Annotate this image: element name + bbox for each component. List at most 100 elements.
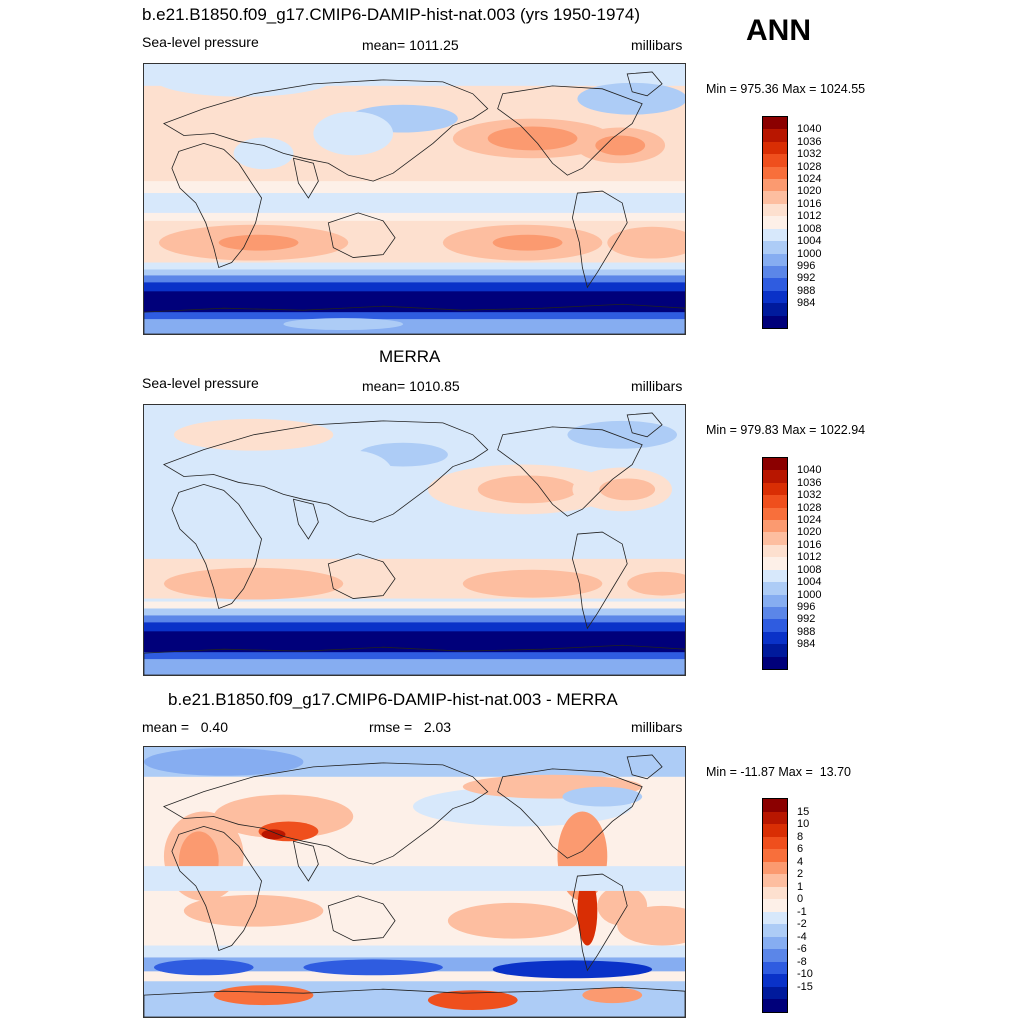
coastline — [497, 768, 643, 859]
panel3-rmse-label: rmse = 2.03 — [369, 719, 452, 735]
colorbar-tick-label: 1016 — [797, 197, 822, 210]
coastline — [292, 157, 319, 199]
colorbar-tick-label: 15 — [797, 805, 810, 818]
panel2-map — [143, 404, 686, 676]
contour-fill — [617, 905, 685, 946]
contour-fill — [144, 622, 685, 633]
coastline — [144, 644, 685, 675]
panel2-title: MERRA — [379, 347, 441, 366]
colorbar-tick-label: 984 — [797, 638, 816, 651]
colorbar-swatch — [763, 470, 787, 484]
season-label: ANN — [746, 14, 811, 47]
contour-fill — [303, 959, 443, 976]
coastline — [292, 498, 319, 540]
coastline — [327, 895, 396, 941]
colorbar-tick-label: 1004 — [797, 235, 822, 248]
contour-fill — [313, 450, 394, 499]
panel2-minmax: Min = 979.83 Max = 1022.94 — [706, 423, 866, 437]
contour-fill — [153, 64, 334, 97]
colorbar-swatch — [763, 961, 787, 975]
contour-fill — [233, 137, 294, 170]
coastline — [163, 420, 489, 523]
colorbar-swatch — [763, 154, 787, 168]
panel1-map — [143, 63, 686, 335]
colorbar-tick-label: 1016 — [797, 538, 822, 551]
colorbar-swatch — [763, 278, 787, 292]
coastline — [163, 762, 489, 865]
colorbar-tick-label: 1008 — [797, 222, 822, 235]
contour-fill — [144, 601, 685, 612]
colorbar-tick-label: 1020 — [797, 526, 822, 539]
colorbar-swatch — [763, 886, 787, 900]
colorbar-tick-label: 2 — [797, 868, 804, 881]
colorbar-tick-label: 1040 — [797, 123, 822, 136]
colorbar-swatch — [763, 495, 787, 509]
colorbar-swatch — [763, 874, 787, 888]
coastline — [626, 412, 663, 438]
contour-fill — [144, 631, 685, 654]
colorbar-swatch — [763, 582, 787, 596]
colorbar-swatch — [763, 141, 787, 155]
contour-fill — [462, 569, 603, 598]
colorbar-tick-label: -6 — [797, 943, 807, 956]
contour-fill — [144, 945, 685, 958]
colorbar-swatch — [763, 458, 787, 471]
contour-fill — [163, 567, 344, 600]
colorbar-swatch — [763, 532, 787, 546]
contour-fill — [213, 794, 354, 839]
contour-fill — [313, 111, 394, 156]
colorbar-tick-label: 992 — [797, 272, 816, 285]
colorbar-tick-label: 8 — [797, 830, 804, 843]
colorbar-swatch — [763, 507, 787, 521]
contour-fill — [144, 405, 685, 423]
colorbar-swatch — [763, 303, 787, 317]
contour-fill — [213, 985, 314, 1006]
colorbar-tick-label: 1024 — [797, 514, 822, 527]
contour-fill — [567, 420, 678, 449]
contour-fill — [144, 275, 685, 284]
colorbar-tick-label: 6 — [797, 843, 804, 856]
contour-fill — [144, 747, 304, 776]
colorbar-swatch — [763, 191, 787, 205]
colorbar-tick-label: 1000 — [797, 247, 822, 260]
contour-fill — [427, 990, 518, 1011]
colorbar-tick-label: 1 — [797, 880, 804, 893]
colorbar-swatch — [763, 899, 787, 913]
colorbar-swatch — [763, 569, 787, 583]
panel1-title: b.e21.B1850.f09_g17.CMIP6-DAMIP-hist-nat… — [142, 5, 640, 24]
coastline — [163, 79, 489, 182]
colorbar-swatch — [763, 315, 787, 329]
colorbar-tick-label: 988 — [797, 625, 816, 638]
contour-fill — [144, 659, 685, 675]
panel2-colorbar: 1040 1036 1032 1028 1024 1020 1016 1012 1008 1004… — [762, 457, 821, 670]
coastline — [626, 71, 663, 97]
coastline — [572, 190, 628, 289]
colorbar-tick-label: 988 — [797, 284, 816, 297]
coastline — [171, 483, 262, 610]
colorbar-swatch — [763, 557, 787, 571]
colorbar-tick-label: 1036 — [797, 135, 822, 148]
panel3-colorbar: 15 10 8 6 4 2 1 0 -1 -2 -4 -6 -8 -10 -15 — [762, 798, 813, 1013]
colorbar-tick-label: 1028 — [797, 160, 822, 173]
colorbar-tick-label: 1032 — [797, 489, 822, 502]
contour-fill — [627, 571, 685, 596]
coastline — [144, 986, 685, 1017]
colorbar-tick-label: 1036 — [797, 476, 822, 489]
contour-fill — [144, 291, 685, 314]
contour-fill — [492, 960, 653, 979]
colorbar-tick-label: 996 — [797, 259, 816, 272]
colorbar-tick-label: 0 — [797, 893, 804, 906]
colorbar-tick-label: -8 — [797, 955, 807, 968]
colorbar-swatch — [763, 811, 787, 825]
colorbar-swatch — [763, 911, 787, 925]
colorbar-tick-label: 1008 — [797, 563, 822, 576]
contour-fill — [607, 226, 685, 259]
panel3-minmax: Min = -11.87 Max = 13.70 — [706, 765, 851, 779]
colorbar-tick-label: 1012 — [797, 551, 822, 564]
contour-fill — [144, 262, 685, 273]
colorbar-swatch — [763, 166, 787, 180]
panel3-title: b.e21.B1850.f09_g17.CMIP6-DAMIP-hist-nat… — [168, 690, 618, 709]
colorbar-tick-label: -1 — [797, 905, 807, 918]
colorbar-tick-label: 1028 — [797, 501, 822, 514]
contour-fill — [477, 475, 578, 504]
